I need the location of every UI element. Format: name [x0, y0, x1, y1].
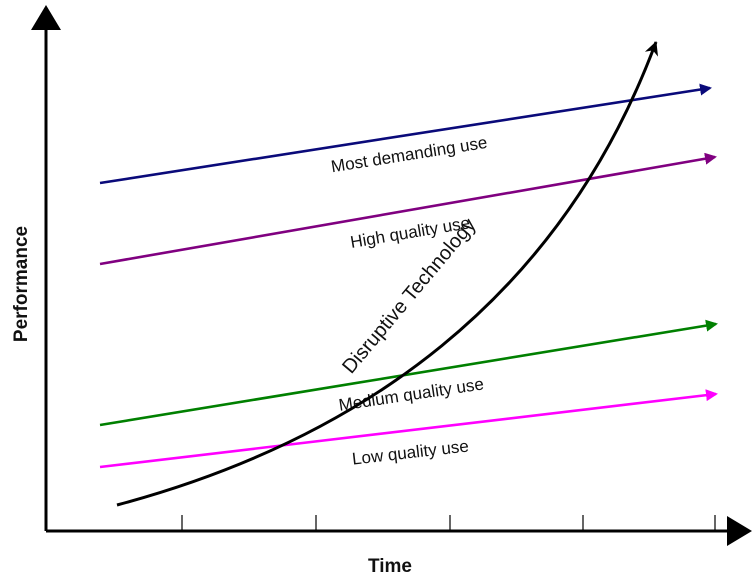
disruptive-technology: Disruptive Technology: [117, 42, 656, 505]
medium-quality-label: Medium quality use: [337, 374, 485, 414]
performance-lines: Most demanding use High quality use Medi…: [100, 88, 716, 469]
most-demanding-label: Most demanding use: [330, 133, 489, 176]
x-axis-ticks: [182, 515, 715, 531]
y-axis-arrowhead: [31, 5, 61, 30]
medium-quality-line: [100, 324, 716, 425]
high-quality-line: [100, 157, 715, 264]
axes: Performance Time: [11, 5, 752, 577]
x-axis-label: Time: [368, 556, 412, 577]
y-axis-label: Performance: [11, 226, 32, 342]
disruptive-technology-curve: [117, 42, 656, 505]
low-quality-label: Low quality use: [351, 436, 470, 468]
most-demanding-line: [100, 88, 710, 183]
x-axis-arrowhead: [727, 516, 752, 546]
